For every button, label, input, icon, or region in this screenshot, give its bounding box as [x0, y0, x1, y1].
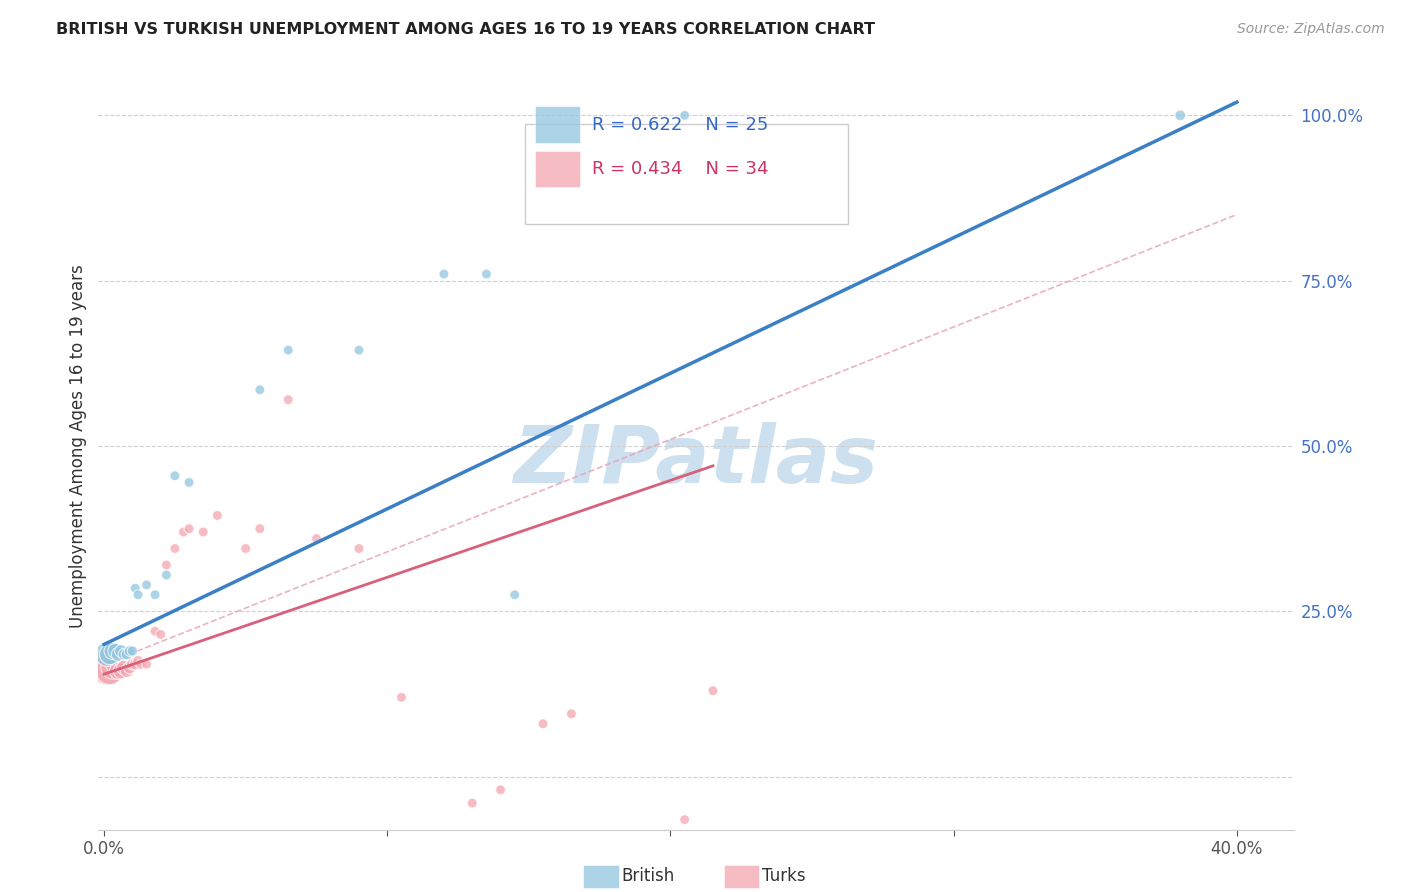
- Point: [702, 683, 724, 698]
- Text: R = 0.434    N = 34: R = 0.434 N = 34: [592, 160, 769, 178]
- Point: [673, 108, 696, 122]
- Point: [110, 644, 132, 658]
- Point: [347, 541, 370, 556]
- Point: [118, 660, 141, 674]
- Point: [104, 644, 127, 658]
- Point: [135, 578, 157, 592]
- Point: [115, 664, 138, 678]
- Point: [112, 660, 135, 674]
- Point: [531, 716, 554, 731]
- Point: [177, 475, 200, 490]
- Point: [249, 522, 271, 536]
- Point: [433, 267, 456, 281]
- Point: [115, 648, 138, 662]
- Text: R = 0.622    N = 25: R = 0.622 N = 25: [592, 116, 768, 134]
- Point: [277, 392, 299, 407]
- Point: [98, 648, 121, 662]
- Point: [124, 581, 146, 595]
- Point: [127, 588, 149, 602]
- FancyBboxPatch shape: [524, 124, 848, 224]
- Point: [489, 783, 512, 797]
- Point: [121, 644, 143, 658]
- Point: [127, 654, 149, 668]
- Point: [193, 524, 215, 539]
- Point: [475, 267, 498, 281]
- Point: [207, 508, 229, 523]
- Point: [673, 813, 696, 827]
- Point: [124, 657, 146, 672]
- Point: [96, 648, 118, 662]
- Point: [1168, 108, 1191, 122]
- Point: [177, 522, 200, 536]
- Point: [101, 660, 124, 674]
- Point: [391, 690, 413, 705]
- Point: [143, 588, 166, 602]
- Point: [143, 624, 166, 639]
- Point: [172, 524, 194, 539]
- Text: Source: ZipAtlas.com: Source: ZipAtlas.com: [1237, 22, 1385, 37]
- FancyBboxPatch shape: [534, 151, 581, 187]
- Point: [155, 558, 177, 572]
- Point: [107, 664, 129, 678]
- Point: [121, 657, 143, 672]
- Point: [235, 541, 257, 556]
- Point: [129, 657, 152, 672]
- Y-axis label: Unemployment Among Ages 16 to 19 years: Unemployment Among Ages 16 to 19 years: [69, 264, 87, 628]
- Point: [305, 532, 328, 546]
- Text: BRITISH VS TURKISH UNEMPLOYMENT AMONG AGES 16 TO 19 YEARS CORRELATION CHART: BRITISH VS TURKISH UNEMPLOYMENT AMONG AG…: [56, 22, 876, 37]
- Point: [135, 657, 157, 672]
- Text: British: British: [621, 867, 675, 885]
- Text: ZIPatlas: ZIPatlas: [513, 422, 879, 500]
- Point: [96, 660, 118, 674]
- Point: [249, 383, 271, 397]
- FancyBboxPatch shape: [534, 106, 581, 143]
- Point: [461, 796, 484, 810]
- Point: [112, 648, 135, 662]
- Point: [560, 706, 582, 721]
- Point: [98, 664, 121, 678]
- Point: [503, 588, 526, 602]
- Point: [155, 568, 177, 582]
- Point: [118, 644, 141, 658]
- Point: [149, 627, 172, 641]
- Point: [101, 644, 124, 658]
- Point: [347, 343, 370, 357]
- Point: [277, 343, 299, 357]
- Point: [163, 468, 186, 483]
- Point: [110, 664, 132, 678]
- Point: [107, 648, 129, 662]
- Point: [163, 541, 186, 556]
- Point: [104, 657, 127, 672]
- Text: Turks: Turks: [762, 867, 806, 885]
